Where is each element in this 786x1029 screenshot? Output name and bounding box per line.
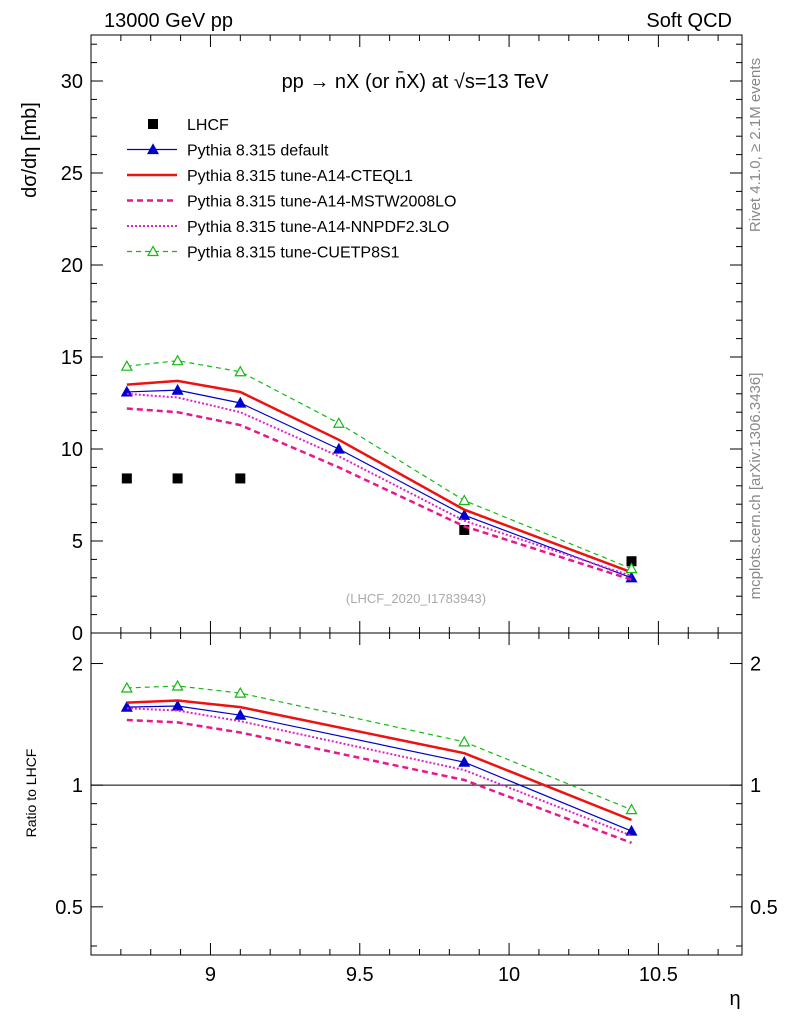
main-series-line-2 (126, 379, 632, 574)
ratio-ytick-label: 0.5 (55, 897, 83, 919)
ratio-ytick-label-right: 1 (750, 775, 761, 797)
main-y-ticks: 0 5 10 15 20 25 30 (61, 43, 742, 645)
main-series-marker-5 (120, 359, 133, 371)
main-title: pp → nX (or n̄X) at √s=13 TeV (282, 70, 550, 93)
lhcf-data-point (121, 473, 132, 484)
main-series-line-5 (126, 360, 632, 570)
main-ytick-label: 10 (61, 439, 83, 461)
x-axis-label: η (729, 988, 740, 1010)
legend-label-5: Pythia 8.315 tune-CUETP8S1 (187, 245, 400, 262)
ratio-series-marker-4 (625, 803, 638, 815)
main-series-marker-5 (171, 354, 184, 366)
main-x-ticks (90, 35, 719, 633)
main-ylabel: dσ/dη [mb] (19, 102, 41, 198)
ratio-series-line-0 (126, 705, 632, 832)
ratio-series-marker-0 (458, 755, 471, 767)
main-ytick-label: 15 (61, 347, 83, 369)
main-series (120, 354, 638, 583)
legend-label-2: Pythia 8.315 tune-A14-CTEQL1 (187, 168, 413, 185)
lhcf-data-point (626, 556, 637, 567)
main-series-marker-1 (458, 509, 471, 520)
header-left: 13000 GeV pp (104, 10, 233, 32)
watermark: (LHCF_2020_I1783943) (346, 591, 486, 606)
legend-marker-1 (146, 143, 160, 155)
ratio-series-line-1 (126, 699, 632, 822)
main-ytick-label: 25 (61, 163, 83, 185)
legend-label-0: LHCF (187, 117, 229, 134)
xtick-label: 9 (205, 964, 216, 986)
main-ytick-label: 5 (72, 531, 83, 553)
ratio-ytick-label-right: 2 (750, 654, 761, 676)
legend-marker-lhcf (148, 119, 158, 129)
main-ytick-label: 20 (61, 255, 83, 277)
ratio-ytick-label: 2 (72, 654, 83, 676)
main-ytick-label: 0 (72, 623, 83, 645)
ratio-series-marker-0 (234, 708, 247, 720)
ratio-ylabel: Ratio to LHCF (23, 749, 39, 838)
legend-label-3: Pythia 8.315 tune-A14-MSTW2008LO (187, 194, 456, 211)
legend-marker-5 (146, 245, 160, 257)
ratio-series-marker-4 (120, 681, 133, 693)
ratio-series-marker-4 (171, 679, 184, 691)
ratio-panel: Ratio to LHCF η 0.5 0.5 1 1 2 2 9 9.5 10 10.5 (23, 632, 778, 1010)
main-series-line-1 (126, 389, 632, 579)
mcplots-label: mcplots.cern.ch [arXiv:1306.3436] (747, 373, 764, 600)
rivet-label: Rivet 4.1.0, ≥ 2.1M events (747, 58, 764, 232)
ratio-series-marker-0 (120, 700, 133, 712)
main-series-marker-1 (120, 385, 133, 397)
ratio-x-ticks: 9 9.5 10 10.5 (90, 633, 719, 986)
ratio-series-line-2 (126, 718, 632, 845)
ratio-series-marker-0 (171, 699, 184, 711)
main-panel: pp → nX (or n̄X) at √s=13 TeV dσ/dη [mb]… (19, 34, 743, 645)
lhcf-data-point (459, 524, 470, 535)
ratio-series-marker-4 (458, 735, 471, 747)
ratio-series-line-3 (126, 707, 632, 837)
ratio-ytick-label: 1 (72, 775, 83, 797)
legend: LHCF Pythia 8.315 default Pythia 8.315 tun… (127, 117, 456, 262)
main-series-marker-5 (234, 365, 247, 377)
ratio-ytick-label-right: 0.5 (750, 897, 778, 919)
ratio-series-marker-4 (234, 686, 247, 698)
main-ytick-label: 30 (61, 71, 83, 93)
xtick-label: 9.5 (346, 964, 374, 986)
ratio-series-marker-0 (625, 824, 638, 836)
main-series-line-4 (126, 392, 632, 577)
lhcf-data-point (235, 473, 246, 484)
ratio-y-ticks: 0.5 0.5 1 1 2 2 (55, 654, 778, 947)
ratio-frame (90, 632, 743, 956)
main-series-marker-5 (625, 562, 638, 574)
main-series-line-3 (126, 407, 632, 581)
main-series-marker-5 (332, 417, 345, 428)
legend-label-4: Pythia 8.315 tune-A14-NNPDF2.3LO (187, 219, 449, 236)
main-series-marker-1 (234, 396, 247, 408)
legend-label-1: Pythia 8.315 default (187, 143, 329, 160)
lhcf-data-point (172, 473, 183, 484)
main-series-marker-5 (458, 494, 471, 506)
header-right: Soft QCD (646, 10, 732, 32)
main-series-marker-1 (332, 442, 345, 454)
main-series-marker-1 (171, 383, 184, 395)
ratio-series (120, 679, 638, 845)
xtick-label: 10.5 (639, 964, 678, 986)
xtick-label: 10 (498, 964, 520, 986)
